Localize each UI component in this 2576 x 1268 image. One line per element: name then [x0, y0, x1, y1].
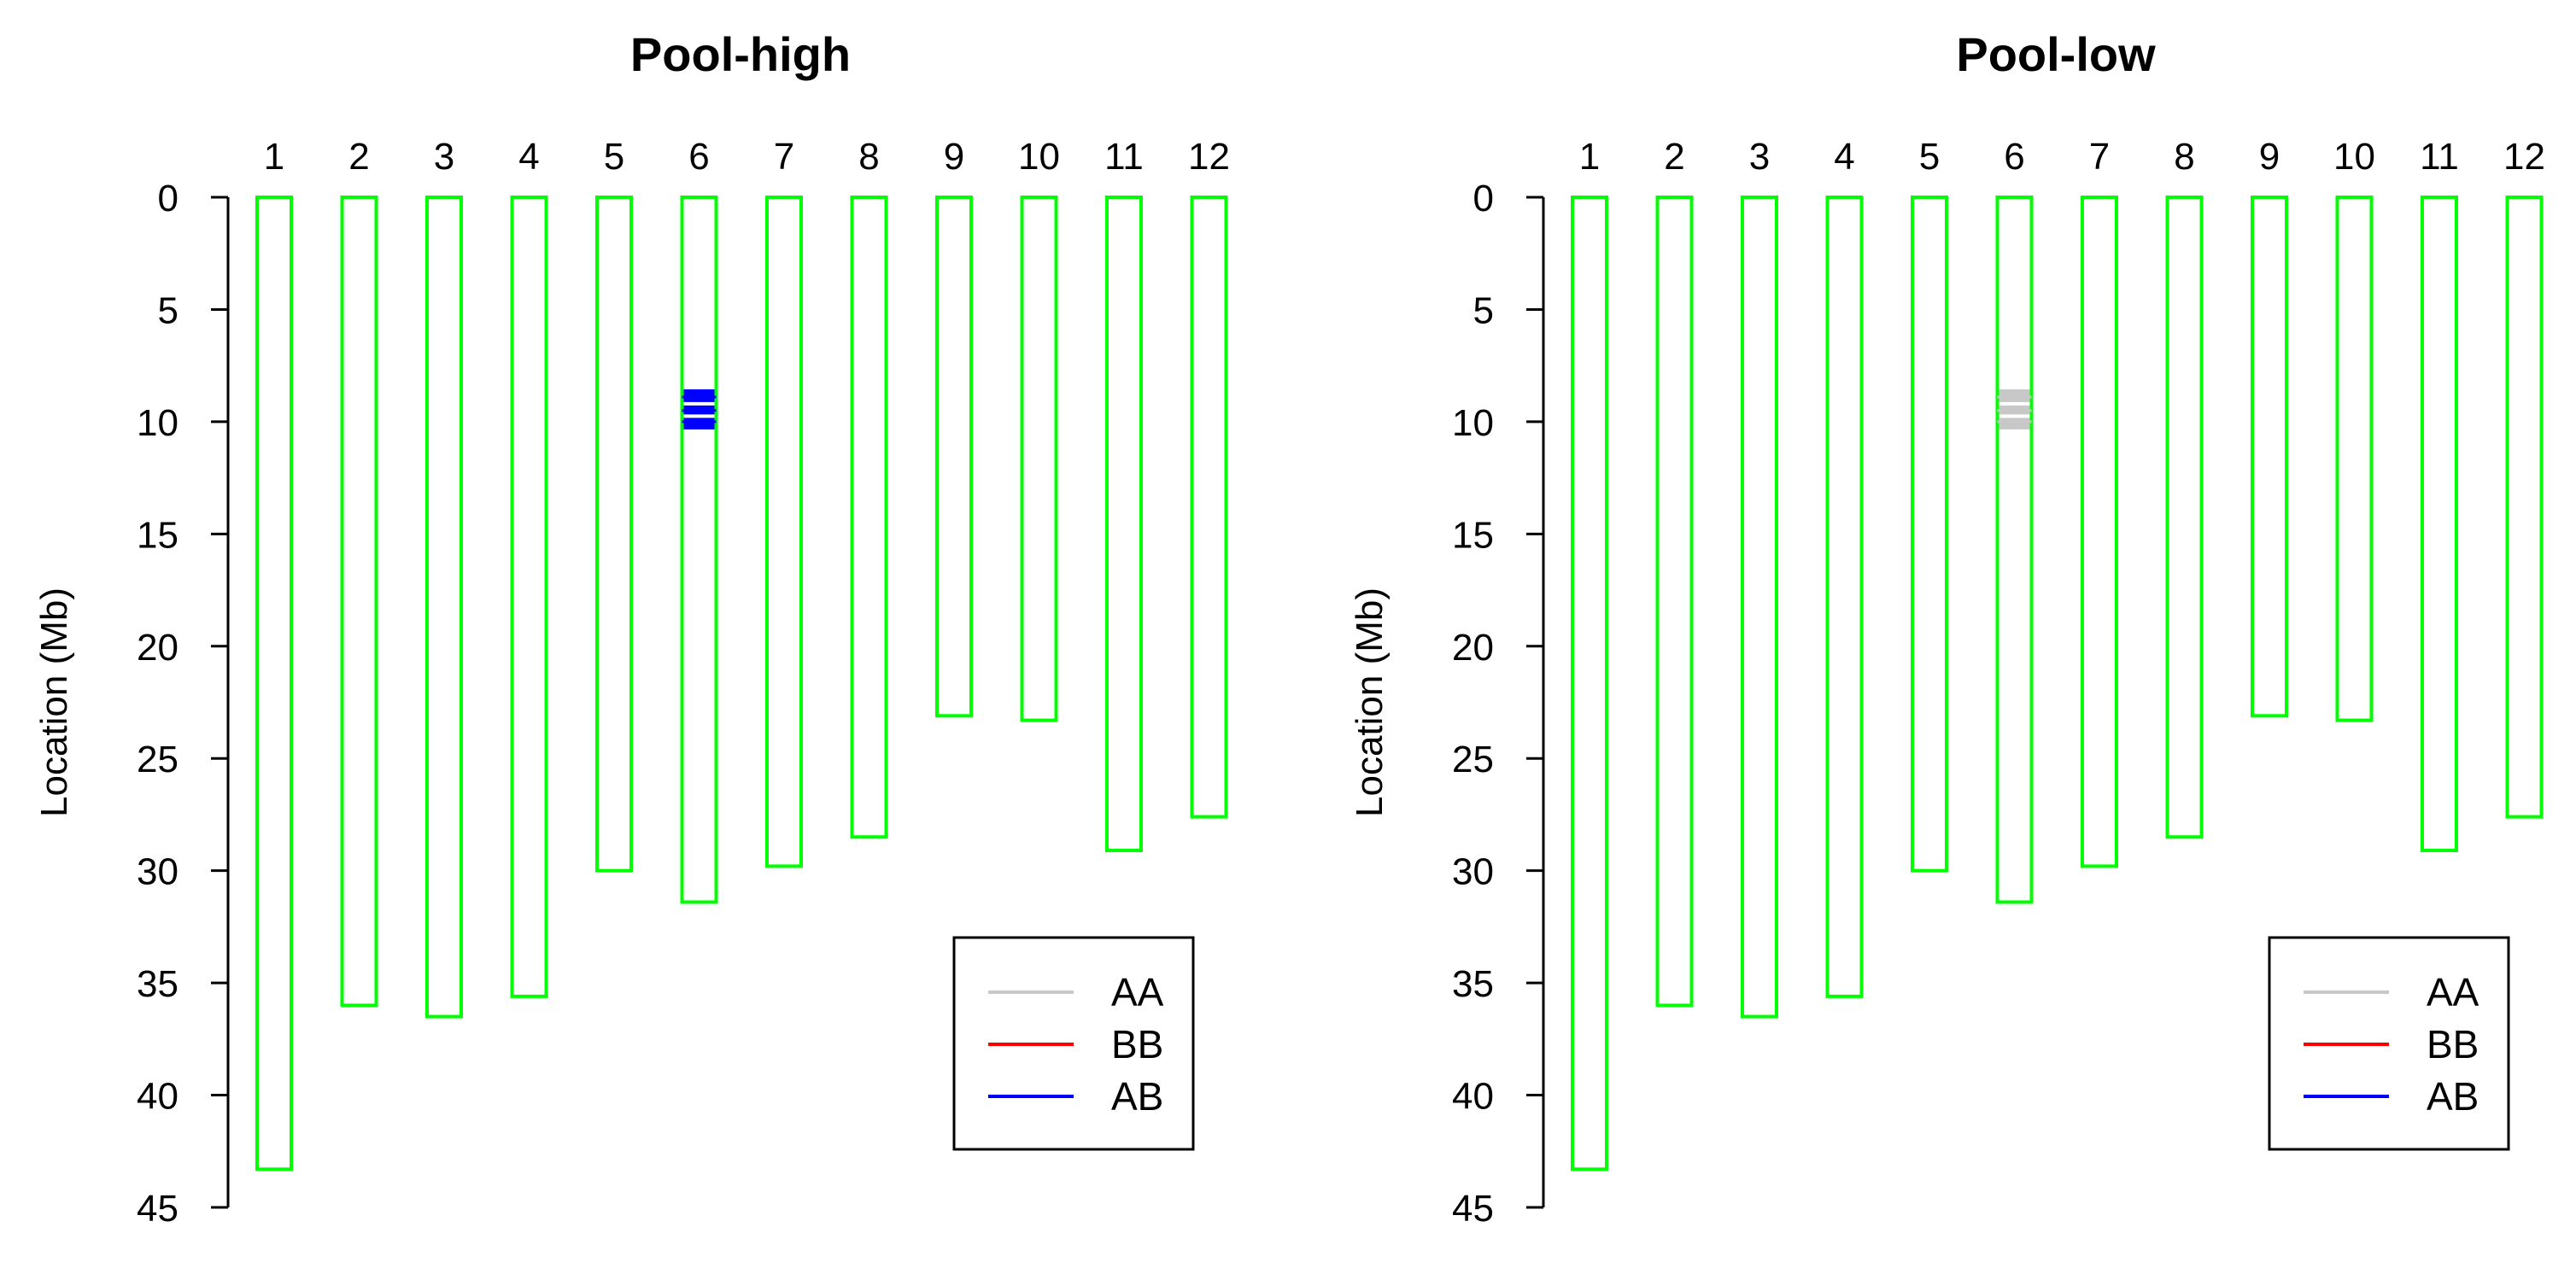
chromosome-label: 5 [1919, 136, 1940, 178]
chromosome-bar-6 [1995, 196, 2034, 904]
chromosome-bar-12 [2505, 196, 2544, 819]
legend-label-ab: AB [1111, 1074, 1163, 1119]
chromosome-bar-10 [1020, 196, 1058, 722]
legend: AA BB AB [2268, 936, 2510, 1151]
chromosome-bar-1 [255, 196, 293, 1172]
chromosome-bar-2 [340, 196, 378, 1008]
chromosome-label: 1 [1579, 136, 1600, 178]
chart-title: Pool-high [630, 27, 851, 81]
chromosome-label: 3 [1749, 136, 1770, 178]
chromosome-bar-3 [425, 196, 463, 1019]
chromosome-label: 8 [2174, 136, 2194, 178]
chromosome-label: 6 [2004, 136, 2024, 178]
y-tick-label: 40 [137, 1076, 179, 1118]
y-tick-label: 0 [158, 178, 179, 219]
chromosome-label: 4 [1834, 136, 1854, 178]
chromosome-bar-5 [595, 196, 633, 873]
chromosome-label: 10 [1018, 136, 1060, 178]
chromosome-label: 4 [518, 136, 539, 178]
chromosome-label: 11 [1104, 136, 1144, 178]
chromosome-label: 7 [2089, 136, 2110, 178]
chromosome-label: 2 [348, 136, 369, 178]
y-tick-label: 10 [1452, 402, 1494, 444]
chromosome-label: 11 [2420, 136, 2459, 178]
y-tick-label: 20 [1452, 627, 1494, 669]
chromosome-bar-10 [2335, 196, 2374, 722]
chromosome-bar-2 [1655, 196, 1694, 1008]
chromosome-bar-5 [1911, 196, 1948, 873]
chromosome-bar-9 [2251, 196, 2288, 718]
chromosome-label: 2 [1664, 136, 1684, 178]
chromosome-bar-9 [935, 196, 973, 718]
legend-label-aa: AA [2427, 970, 2479, 1014]
legend: AA BB AB [952, 936, 1195, 1151]
y-tick-label: 45 [1452, 1188, 1494, 1230]
chromosome-bar-11 [1105, 196, 1143, 853]
legend-label-bb: BB [2427, 1022, 2479, 1066]
chromosome-label: 3 [434, 136, 454, 178]
y-tick-label: 15 [137, 514, 179, 556]
chromosome-bar-6 [680, 196, 718, 904]
chromosome-label: 9 [2259, 136, 2280, 178]
y-tick-label: 20 [137, 627, 179, 669]
y-tick-label: 15 [1452, 514, 1494, 556]
chromosome-bar-1 [1571, 196, 1608, 1172]
chromosome-bar-3 [1741, 196, 1778, 1019]
chromosome-label: 6 [688, 136, 709, 178]
chromosome-label: 12 [1188, 136, 1230, 178]
y-tick-label: 35 [1452, 963, 1494, 1005]
legend-label-bb: BB [1111, 1022, 1163, 1066]
y-tick-label: 40 [1452, 1076, 1494, 1118]
y-tick-label: 10 [137, 402, 179, 444]
legend-label-ab: AB [2427, 1074, 2479, 1119]
y-tick-label: 0 [1473, 178, 1494, 219]
y-tick-label: 5 [158, 289, 179, 331]
chromosome-bar-11 [2421, 196, 2458, 853]
y-tick-label: 30 [137, 851, 179, 893]
y-tick-label: 30 [1452, 851, 1494, 893]
y-axis-label: Location (Mb) [33, 587, 75, 817]
chromosome-bar-8 [850, 196, 888, 839]
chart-title: Pool-low [1956, 27, 2156, 81]
y-tick-label: 25 [137, 739, 179, 780]
chromosome-label: 12 [2503, 136, 2545, 178]
y-tick-label: 35 [137, 963, 179, 1005]
legend-label-aa: AA [1111, 970, 1164, 1014]
y-tick-label: 45 [137, 1188, 179, 1230]
chromosome-label: 8 [858, 136, 879, 178]
chromosome-bar-4 [1825, 196, 1864, 998]
chromosome-bar-7 [2081, 196, 2118, 868]
chromosome-bar-8 [2165, 196, 2204, 839]
y-tick-label: 5 [1473, 289, 1494, 331]
chromosome-label: 5 [604, 136, 624, 178]
chromosome-label: 10 [2333, 136, 2375, 178]
chromosome-bar-4 [510, 196, 548, 998]
chromosome-label: 1 [264, 136, 284, 178]
y-tick-label: 25 [1452, 739, 1494, 780]
chromosome-bar-7 [765, 196, 803, 868]
chromosome-label: 7 [774, 136, 794, 178]
chromosome-bar-12 [1190, 196, 1228, 819]
chromosome-label: 9 [944, 136, 964, 178]
y-axis-label: Location (Mb) [1349, 587, 1390, 817]
